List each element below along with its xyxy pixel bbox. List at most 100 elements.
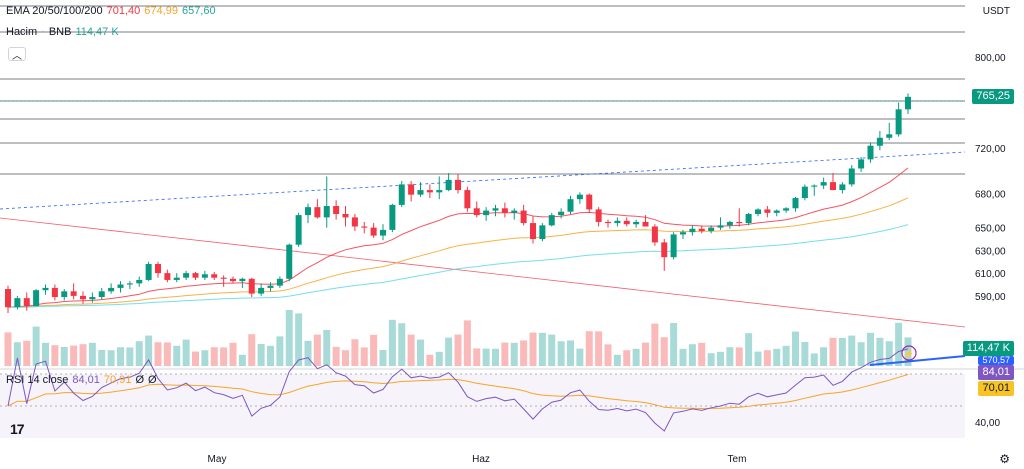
volume-bar [548, 334, 556, 366]
volume-bar [426, 354, 434, 366]
candle-body [305, 207, 311, 216]
candle-body [136, 279, 143, 284]
volume-bar [520, 340, 528, 366]
candle-body [258, 287, 265, 294]
candle-body [201, 274, 208, 278]
candle-body [380, 229, 386, 236]
volume-bar [763, 350, 771, 366]
price-axis-label: 800,00 [975, 53, 1006, 64]
volume-bar [342, 350, 349, 366]
volume-bar [42, 342, 49, 366]
candle-body [698, 228, 705, 232]
volume-tag: 114,47 K [962, 341, 1014, 356]
volume-label: Hacim [6, 26, 38, 38]
candle-body [164, 273, 171, 280]
volume-bar [838, 338, 846, 366]
candle-body [333, 206, 340, 214]
volume-bar [238, 354, 246, 366]
candle-body [839, 184, 846, 191]
volume-bar [23, 340, 31, 366]
collapse-legend-button[interactable]: ︿ [8, 47, 26, 62]
volume-bar [201, 350, 209, 366]
candle-body [783, 208, 790, 211]
volume-bar [32, 326, 40, 366]
x-axis-label: Tem [728, 454, 747, 465]
volume-bar [126, 347, 134, 366]
volume-bar [726, 347, 734, 366]
rsi-ma-tag: 70,01 [978, 381, 1014, 396]
volume-bar [679, 348, 687, 366]
volume-bar [323, 330, 331, 366]
candle-body [614, 220, 621, 224]
volume-bar [810, 353, 818, 366]
volume-bar [698, 342, 706, 366]
volume-bar [604, 344, 612, 366]
volume-bar [285, 310, 293, 366]
candle-body [539, 225, 546, 239]
ema200-line [869, 355, 966, 366]
volume-bar [229, 342, 237, 366]
currency-selector[interactable]: USDT [982, 6, 1010, 17]
volume-bar [267, 345, 274, 366]
ema-legend[interactable]: EMA 20/50/100/200 701,40 674,99 657,60 [6, 4, 216, 18]
price-axis-label: 590,00 [975, 292, 1006, 303]
candle-body [14, 298, 21, 308]
volume-bar [360, 347, 368, 366]
volume-bar [885, 341, 893, 366]
volume-bar [792, 331, 799, 366]
volume-bar [876, 337, 884, 366]
tradingview-logo[interactable]: 17 [10, 421, 25, 437]
candle-body [886, 134, 893, 138]
volume-bar [623, 350, 631, 366]
trend-line-down [0, 217, 966, 328]
candle-body [858, 159, 865, 169]
candle-body [661, 242, 668, 258]
candle-body [80, 295, 86, 300]
volume-bar [295, 313, 303, 366]
candle-body [108, 287, 115, 292]
candle-body [726, 221, 733, 226]
ema100-value: 657,60 [181, 5, 216, 17]
candle-body [464, 190, 471, 209]
candle-body [230, 278, 236, 282]
candle-body [680, 232, 686, 235]
volume-bar [407, 334, 415, 366]
candle-body [501, 208, 508, 213]
candle-body [276, 278, 283, 286]
volume-bar [895, 322, 903, 366]
volume-bar [435, 351, 443, 366]
candle-body [408, 184, 415, 195]
volume-bar [351, 339, 359, 366]
volume-bar [613, 354, 621, 366]
candle-body [295, 215, 302, 245]
volume-bar [51, 345, 59, 366]
settings-gear-icon[interactable]: ⚙ [999, 452, 1010, 466]
rsi-legend[interactable]: RSI 14 close 84,01 70,91 Ø Ø [6, 373, 157, 387]
volume-bar [717, 351, 724, 366]
candle-body [605, 221, 611, 224]
volume-bar [538, 332, 546, 366]
candle-body [426, 190, 433, 193]
candle-body [670, 234, 677, 258]
candle-body [717, 225, 724, 228]
candle-body [642, 221, 649, 227]
ema50-value: 674,99 [144, 5, 178, 17]
volume-bar [557, 341, 565, 366]
volume-bar [107, 350, 115, 366]
chevron-up-icon: ︿ [12, 50, 22, 62]
volume-bar [445, 337, 453, 366]
volume-bar [135, 341, 143, 366]
price-axis-label: 650,00 [975, 224, 1006, 235]
candle-body [351, 217, 358, 227]
candle-body [89, 297, 96, 300]
volume-bar [60, 347, 68, 366]
volume-legend[interactable]: Hacim · BNB 114,47 K [6, 26, 119, 38]
volume-bar [904, 337, 912, 366]
candle-body [848, 168, 855, 185]
candle-body [623, 220, 630, 225]
volume-bar [773, 348, 781, 366]
candle-body [689, 228, 696, 233]
candle-body [736, 221, 743, 224]
volume-bar [754, 351, 762, 366]
